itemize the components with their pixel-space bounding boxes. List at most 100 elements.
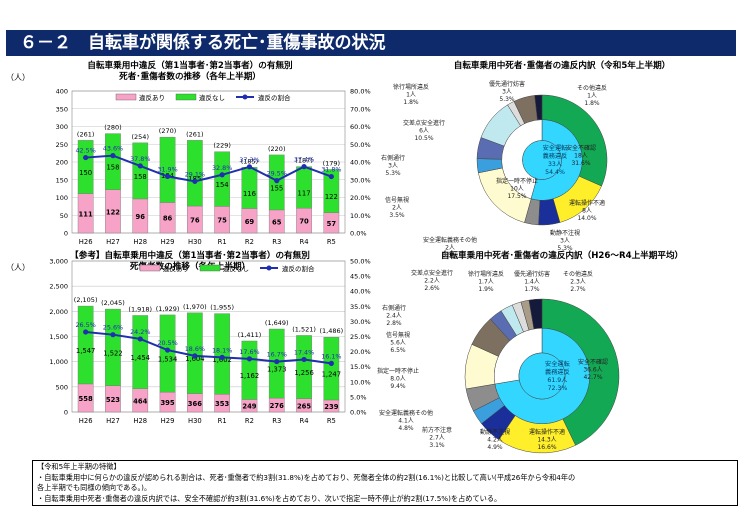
bar-value-label: 158 bbox=[106, 164, 119, 172]
total-label: (1,486) bbox=[320, 327, 344, 335]
slice-label: 前方不注意 bbox=[422, 426, 452, 434]
bar-no-violation bbox=[296, 335, 312, 399]
legend-marker bbox=[266, 265, 272, 271]
y2-tick-label: 0.0% bbox=[350, 409, 367, 417]
slice-label: 1.8% bbox=[403, 99, 419, 106]
ratio-point bbox=[110, 153, 116, 159]
y-tick-label: 100 bbox=[56, 194, 68, 202]
ratio-label: 24.2% bbox=[130, 328, 150, 336]
bar-value-label: 117 bbox=[298, 189, 311, 197]
y2-tick-label: 50.0% bbox=[350, 258, 371, 266]
slice-label: 安全不確認 bbox=[566, 144, 596, 152]
slice-label: 指定一時不停止 bbox=[496, 177, 538, 185]
slice-label: 31.6% bbox=[571, 160, 590, 167]
bar-value-label: 158 bbox=[134, 173, 147, 181]
total-label: (220) bbox=[268, 145, 285, 153]
chart-title: 【参考】自転車乗用中違反（第1当事者･第2当事者）の有無別 bbox=[70, 249, 310, 261]
bar-value-label: 353 bbox=[215, 400, 229, 408]
ratio-label: 31.8% bbox=[321, 166, 341, 174]
violation-breakdown-r5-chart: 自転車乗用中死者･重傷者の違反内訳（令和5年上半期） 安全運転義務違反33人54.… bbox=[381, 59, 671, 259]
plot-frame bbox=[71, 260, 346, 413]
center-label: 義務違反 bbox=[545, 368, 570, 376]
y2-tick-label: 5.0% bbox=[350, 393, 367, 401]
bar-no-violation bbox=[187, 312, 203, 394]
x-tick-label: H26 bbox=[79, 238, 93, 246]
slice-label: 5.6人 bbox=[390, 340, 406, 347]
center-label: 安全運転 bbox=[545, 360, 570, 368]
y-tick-label: 0 bbox=[64, 409, 68, 417]
slice-label: 4.8% bbox=[398, 425, 414, 432]
slice-label: 2.8% bbox=[386, 320, 402, 327]
y-axis-unit: （人） bbox=[6, 263, 30, 272]
ratio-label: 17.6% bbox=[239, 348, 259, 356]
ratio-point bbox=[164, 173, 171, 179]
slice-label: 1.7人 bbox=[478, 279, 494, 286]
y2-tick-label: 30.0% bbox=[350, 318, 371, 326]
notes-line: ・自転車乗用中に何らかの違反が認められる割合は、死者･重傷者で約3割(31.8%… bbox=[37, 472, 576, 482]
bar-value-label: 1,454 bbox=[131, 354, 150, 362]
slice-label: 1.8% bbox=[584, 100, 600, 107]
y-tick-label: 2,500 bbox=[49, 283, 68, 291]
x-tick-label: R2 bbox=[245, 417, 254, 425]
slice-label: 10人 bbox=[510, 186, 524, 193]
slice-label: 指定一時不停止 bbox=[377, 367, 419, 375]
page-title: ６－２ 自転車が関係する死亡･重傷事故の状況 bbox=[6, 30, 736, 56]
ratio-label: 42.5% bbox=[75, 147, 95, 155]
bar-value-label: 265 bbox=[297, 402, 311, 410]
bar-no-violation bbox=[77, 140, 94, 194]
ratio-label: 26.5% bbox=[75, 321, 95, 329]
total-label: (261) bbox=[77, 130, 94, 138]
y-tick-label: 50 bbox=[60, 212, 68, 220]
slice-label: 2.3人 bbox=[570, 279, 586, 286]
bar-no-violation bbox=[187, 140, 203, 207]
x-tick-label: H28 bbox=[133, 238, 147, 246]
bar-no-violation bbox=[214, 313, 230, 395]
bar-value-label: 75 bbox=[217, 217, 227, 225]
x-tick-label: H28 bbox=[133, 417, 147, 425]
ratio-label: 17.4% bbox=[294, 348, 314, 356]
chart-title: 自転車乗用中違反（第1当事者･第2当事者）の有無別 bbox=[87, 59, 293, 71]
y2-tick-label: 10.0% bbox=[350, 378, 371, 386]
ratio-point bbox=[137, 336, 143, 342]
ratio-point bbox=[301, 356, 307, 363]
bar-no-violation bbox=[323, 169, 340, 213]
bar-value-label: 1,547 bbox=[76, 347, 95, 355]
slice-label: 1人 bbox=[406, 92, 416, 99]
x-tick-label: R4 bbox=[300, 417, 309, 425]
y2-tick-label: 45.0% bbox=[350, 273, 371, 281]
total-label: (2,105) bbox=[74, 296, 98, 304]
chart-title: 自転車乗用中死者･重傷者の違反内訳（令和5年上半期） bbox=[454, 59, 671, 71]
y2-tick-label: 25.0% bbox=[350, 333, 371, 341]
bar-value-label: 96 bbox=[136, 213, 146, 221]
legend: 違反あり 違反なし 違反の割合 bbox=[139, 264, 315, 273]
x-tick-label: R5 bbox=[327, 417, 336, 425]
x-tick-label: R1 bbox=[218, 417, 227, 425]
total-label: (1,970) bbox=[183, 303, 207, 311]
legend-label: 違反の割合 bbox=[282, 264, 315, 273]
pie-hole bbox=[518, 352, 566, 400]
center-label: 義務違反 bbox=[543, 152, 568, 160]
bar-no-violation bbox=[105, 308, 121, 386]
total-label: (185) bbox=[241, 157, 258, 165]
pie-hole bbox=[522, 140, 562, 180]
bar-value-label: 276 bbox=[270, 402, 284, 410]
legend-label: 違反の割合 bbox=[258, 93, 291, 102]
center-label: 72.3% bbox=[548, 385, 568, 392]
y2-tick-label: 15.0% bbox=[350, 363, 371, 371]
slice-label: 16.6% bbox=[537, 444, 556, 451]
bar-value-label: 122 bbox=[106, 208, 120, 216]
slice-label: 安全不確認 bbox=[578, 358, 608, 366]
bar-value-label: 249 bbox=[242, 403, 256, 411]
ratio-label: 16.7% bbox=[267, 351, 287, 359]
slice-label: 安全運転義務その他 bbox=[423, 236, 477, 244]
